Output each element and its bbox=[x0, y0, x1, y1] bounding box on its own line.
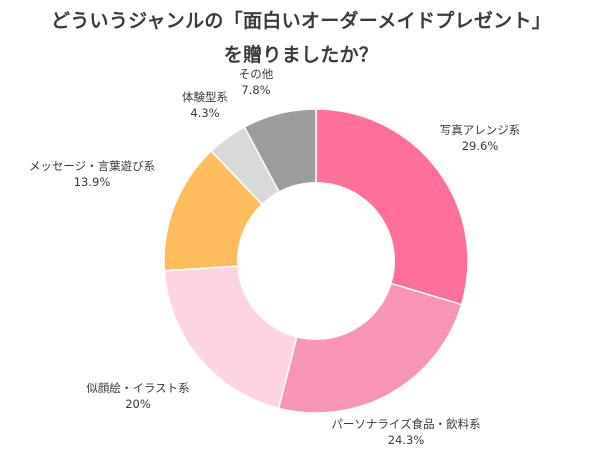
slice-label-name-6: その他 bbox=[239, 67, 274, 81]
slice-label-value-2: 24.3% bbox=[388, 433, 425, 447]
chart-title-line-1: どういうジャンルの「面白いオーダーメイドプレゼント」 bbox=[50, 10, 552, 32]
slice-label-name-2: パーソナライズ食品・飲料系 bbox=[331, 417, 480, 431]
donut-hole bbox=[237, 182, 395, 340]
slice-label-name-5: 体験型系 bbox=[182, 90, 228, 104]
slice-label-value-6: 7.8% bbox=[241, 83, 270, 97]
slice-labels: 写真アレンジ系 29.6% パーソナライズ食品・飲料系 24.3% 似顔絵・イラスト系 2… bbox=[29, 67, 520, 447]
slice-label-value-5: 4.3% bbox=[190, 106, 219, 120]
slice-label-name-1: 写真アレンジ系 bbox=[440, 123, 521, 137]
chart-title-line-2: を贈りましたか？ bbox=[223, 44, 379, 66]
slice-label-value-3: 20% bbox=[125, 397, 151, 411]
slice-label-name-3: 似顔絵・イラスト系 bbox=[86, 381, 189, 395]
slice-label-name-4: メッセージ・言葉遊び系 bbox=[29, 159, 155, 173]
slice-label-value-1: 29.6% bbox=[462, 139, 499, 153]
slice-label-value-4: 13.9% bbox=[74, 175, 111, 189]
